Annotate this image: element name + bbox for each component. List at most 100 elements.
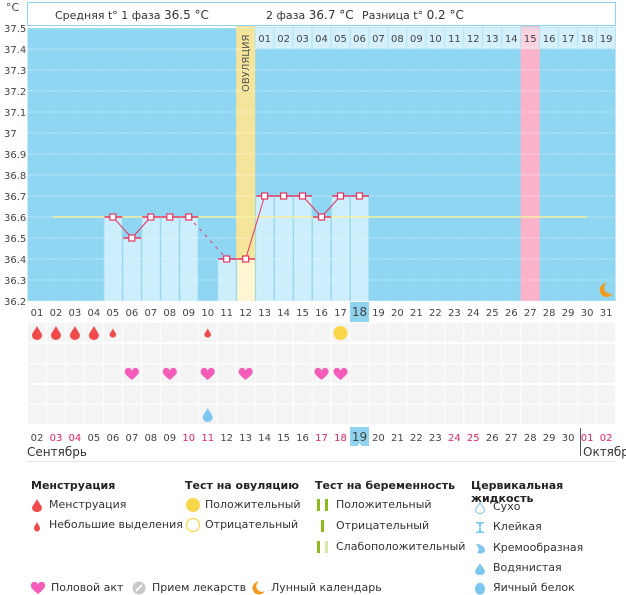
event-cell[interactable] <box>369 344 388 363</box>
event-cell[interactable] <box>559 385 578 404</box>
event-cell[interactable] <box>65 364 84 383</box>
event-cell[interactable] <box>274 364 293 383</box>
event-cell[interactable] <box>236 385 255 404</box>
calendar-date-label[interactable]: 29 <box>543 433 556 444</box>
event-cell[interactable] <box>388 344 407 363</box>
event-cell[interactable] <box>483 405 502 424</box>
calendar-date-label[interactable]: 24 <box>448 433 461 444</box>
event-cell[interactable] <box>198 385 217 404</box>
event-cell[interactable] <box>65 344 84 363</box>
calendar-date-label[interactable]: 08 <box>144 433 157 444</box>
event-cell[interactable] <box>65 385 84 404</box>
calendar-date-label[interactable]: 02 <box>31 433 44 444</box>
event-cell[interactable] <box>179 405 198 424</box>
event-cell[interactable] <box>502 344 521 363</box>
event-cell[interactable] <box>388 385 407 404</box>
event-cell[interactable] <box>84 344 103 363</box>
calendar-date-label[interactable]: 01 <box>581 433 594 444</box>
event-cell[interactable] <box>578 405 597 424</box>
event-cell[interactable] <box>483 385 502 404</box>
event-cell[interactable] <box>483 344 502 363</box>
event-cell[interactable] <box>122 364 141 383</box>
event-cell[interactable] <box>331 364 350 383</box>
event-cell[interactable] <box>160 364 179 383</box>
event-cell[interactable] <box>407 344 426 363</box>
event-cell[interactable] <box>122 385 141 404</box>
event-cell[interactable] <box>464 364 483 383</box>
event-cell[interactable] <box>141 385 160 404</box>
event-cell[interactable] <box>559 405 578 424</box>
event-cell[interactable] <box>28 405 46 424</box>
event-cell[interactable] <box>198 405 217 424</box>
event-cell[interactable] <box>597 344 616 363</box>
event-cell[interactable] <box>331 344 350 363</box>
event-cell[interactable] <box>198 344 217 363</box>
event-cell[interactable] <box>350 385 369 404</box>
event-cell[interactable] <box>293 385 312 404</box>
event-cell[interactable] <box>369 385 388 404</box>
event-cell[interactable] <box>597 385 616 404</box>
event-cell[interactable] <box>578 344 597 363</box>
event-cell[interactable] <box>84 364 103 383</box>
event-cell[interactable] <box>293 405 312 424</box>
calendar-date-label[interactable]: 25 <box>467 433 480 444</box>
event-cell[interactable] <box>350 364 369 383</box>
event-cell[interactable] <box>255 364 274 383</box>
event-cell[interactable] <box>274 344 293 363</box>
calendar-date-label[interactable]: 18 <box>334 433 347 444</box>
event-cell[interactable] <box>160 385 179 404</box>
event-cell[interactable] <box>426 385 445 404</box>
event-cell[interactable] <box>559 364 578 383</box>
event-cell[interactable] <box>179 364 198 383</box>
event-cell[interactable] <box>46 385 65 404</box>
calendar-date-label[interactable]: 13 <box>239 433 252 444</box>
event-cell[interactable] <box>312 405 331 424</box>
event-cell[interactable] <box>217 344 236 363</box>
event-cell[interactable] <box>141 344 160 363</box>
event-cell[interactable] <box>388 364 407 383</box>
calendar-date-label[interactable]: 12 <box>220 433 233 444</box>
event-cell[interactable] <box>464 405 483 424</box>
event-cell[interactable] <box>103 344 122 363</box>
calendar-date-label[interactable]: 30 <box>562 433 575 444</box>
event-cell[interactable] <box>236 364 255 383</box>
event-cell[interactable] <box>103 364 122 383</box>
event-cell[interactable] <box>540 385 559 404</box>
event-cell[interactable] <box>426 344 445 363</box>
event-cell[interactable] <box>312 344 331 363</box>
event-cell[interactable] <box>426 405 445 424</box>
event-cell[interactable] <box>350 405 369 424</box>
event-cell[interactable] <box>65 405 84 424</box>
event-cell[interactable] <box>274 405 293 424</box>
calendar-date-label[interactable]: 06 <box>106 433 119 444</box>
event-cell[interactable] <box>84 385 103 404</box>
event-cell[interactable] <box>369 405 388 424</box>
event-cell[interactable] <box>255 344 274 363</box>
event-cell[interactable] <box>578 364 597 383</box>
calendar-date-label[interactable]: 07 <box>125 433 138 444</box>
event-cell[interactable] <box>464 385 483 404</box>
calendar-date-label[interactable]: 20 <box>372 433 385 444</box>
event-cell[interactable] <box>407 405 426 424</box>
calendar-date-label[interactable]: 03 <box>50 433 63 444</box>
event-cell[interactable] <box>274 385 293 404</box>
event-cell[interactable] <box>293 344 312 363</box>
calendar-date-label[interactable]: 23 <box>429 433 442 444</box>
event-cell[interactable] <box>445 364 464 383</box>
event-cell[interactable] <box>502 385 521 404</box>
event-cell[interactable] <box>141 364 160 383</box>
event-cell[interactable] <box>331 405 350 424</box>
calendar-date-label[interactable]: 14 <box>258 433 271 444</box>
event-cell[interactable] <box>255 385 274 404</box>
event-cell[interactable] <box>236 405 255 424</box>
calendar-date-label[interactable]: 22 <box>410 433 423 444</box>
event-cell[interactable] <box>426 364 445 383</box>
event-cell[interactable] <box>46 405 65 424</box>
event-cell[interactable] <box>445 405 464 424</box>
event-cell[interactable] <box>217 385 236 404</box>
event-cell[interactable] <box>369 364 388 383</box>
event-cell[interactable] <box>160 344 179 363</box>
event-cell[interactable] <box>293 364 312 383</box>
event-cell[interactable] <box>521 364 540 383</box>
calendar-date-label[interactable]: 17 <box>315 433 328 444</box>
